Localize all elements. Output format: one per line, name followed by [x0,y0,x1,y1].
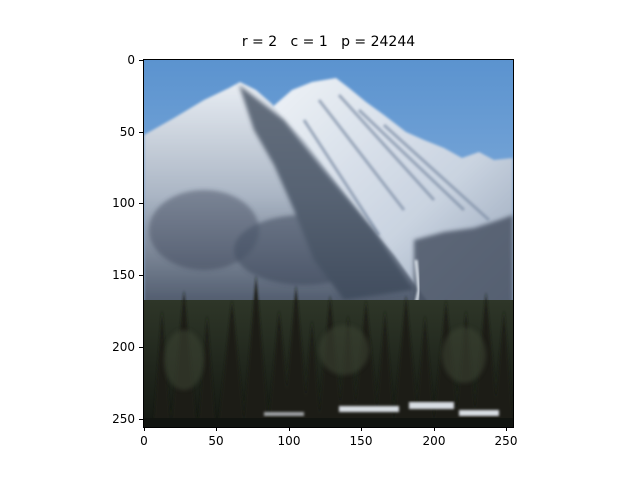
ground-edge [144,418,513,427]
x-tick-mark [361,427,362,431]
river-bank [264,402,499,416]
y-tick-mark [139,347,143,348]
x-tick-mark [144,427,145,431]
x-tick-label: 200 [422,434,446,448]
y-tick-mark [139,132,143,133]
x-tick-label: 150 [349,434,373,448]
x-tick-label: 50 [208,434,224,448]
y-tick-label: 250 [112,412,135,426]
right-slope [414,215,513,315]
y-tick-mark [139,60,143,61]
x-tick-label: 100 [277,434,301,448]
y-tick-label: 150 [112,268,135,282]
y-tick-label: 0 [127,53,135,67]
snow-streaks [302,93,491,236]
plot-title: r = 2 c = 1 p = 24244 [241,34,416,50]
x-tick-mark [506,427,507,431]
x-tick-label: 250 [494,434,518,448]
y-tick-label: 200 [112,340,135,354]
forest-highlights [164,325,486,390]
mountain-photo [144,60,513,427]
x-tick-mark [434,427,435,431]
y-tick-mark [139,419,143,420]
rock-shadow [149,85,414,300]
image-axes [143,59,514,428]
y-tick-label: 50 [119,125,135,139]
y-tick-mark [139,203,143,204]
x-tick-label: 0 [140,434,148,448]
y-tick-label: 100 [112,196,135,210]
x-tick-mark [216,427,217,431]
x-tick-mark [289,427,290,431]
y-tick-mark [139,275,143,276]
